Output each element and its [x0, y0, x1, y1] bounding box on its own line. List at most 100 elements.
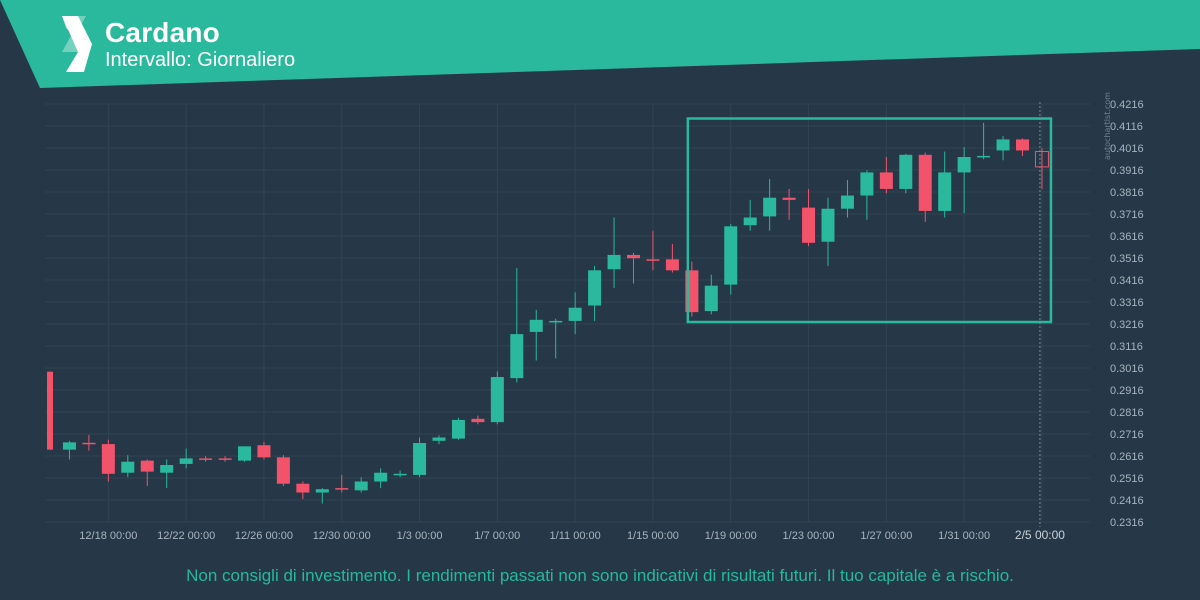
x-tick-label: 1/31 00:00 [938, 530, 990, 542]
candle [101, 439, 115, 482]
candle [1016, 138, 1029, 156]
candle-body [977, 155, 991, 158]
candle [121, 455, 135, 478]
candle-body [82, 442, 96, 445]
candle-body [121, 461, 135, 473]
candle-body [374, 472, 388, 482]
y-tick-label: 0.2316 [1110, 517, 1144, 529]
candle-body [588, 270, 602, 306]
candle [821, 197, 835, 266]
x-tick-label: 1/7 00:00 [474, 530, 520, 542]
y-tick-label: 0.4116 [1110, 121, 1143, 133]
candles [47, 122, 1049, 504]
candle [490, 371, 504, 425]
candle-body [938, 172, 952, 211]
candle [238, 446, 251, 462]
candle-body [996, 139, 1010, 151]
header-banner-shape [0, 0, 1200, 88]
x-tick-label: 2/5 00:00 [1015, 528, 1065, 542]
candle-body [1016, 139, 1029, 151]
candle-body [451, 419, 465, 439]
candle [471, 415, 485, 425]
x-tick-label: 1/3 00:00 [397, 530, 443, 542]
x-tick-label: 1/11 00:00 [550, 530, 601, 542]
candle-body [432, 437, 446, 441]
chart-title: Cardano [105, 17, 220, 48]
chart-subtitle: Intervallo: Giornaliero [105, 49, 296, 71]
candle [140, 459, 154, 486]
candle [957, 147, 971, 214]
x-tick-label: 1/23 00:00 [783, 530, 835, 542]
candle [296, 481, 310, 500]
y-tick-label: 0.2416 [1110, 495, 1144, 507]
candle [451, 417, 465, 440]
candle [899, 153, 913, 194]
candle [646, 230, 660, 271]
candle-body [276, 457, 290, 484]
candle-body [296, 483, 310, 493]
candle [879, 157, 893, 194]
candle [802, 188, 816, 247]
candle [549, 318, 563, 359]
candle [47, 371, 53, 450]
candle-body [860, 172, 874, 196]
candle-body [218, 458, 232, 460]
y-tick-label: 0.3716 [1110, 209, 1144, 221]
candle [568, 292, 582, 335]
y-tick-label: 0.2916 [1110, 385, 1144, 397]
x-tick-label: 1/27 00:00 [860, 530, 912, 542]
candle [627, 252, 640, 284]
candle-body [199, 458, 213, 460]
candle [763, 179, 777, 231]
candle [977, 122, 991, 160]
y-tick-label: 0.3316 [1110, 297, 1144, 309]
candle-body [179, 458, 193, 464]
candle-body [918, 154, 932, 211]
candle-body [471, 418, 485, 423]
candle-body [646, 259, 660, 261]
candle [257, 441, 271, 460]
y-tick-label: 0.2716 [1110, 429, 1144, 441]
candle [607, 217, 621, 288]
y-tick-label: 0.3216 [1110, 319, 1144, 331]
disclaimer-text: Non consigli di investimento. I rendimen… [186, 566, 1014, 585]
candle-body [665, 259, 679, 271]
candle [199, 456, 213, 462]
candle-body [160, 465, 174, 473]
candle-body [743, 217, 757, 226]
candle [393, 470, 407, 478]
candle-body [549, 320, 563, 323]
candle [588, 265, 602, 321]
x-tick-label: 12/30 00:00 [313, 530, 371, 542]
y-axis: 0.2316 0.2416 0.2516 0.2616 0.2716 0.2816 0.29… [1110, 99, 1144, 529]
x-tick-label: 12/18 00:00 [79, 530, 137, 542]
pattern-box [686, 117, 1053, 324]
candle-body [840, 195, 854, 209]
candle [374, 468, 388, 489]
candle-body [101, 444, 115, 474]
candle [160, 459, 174, 489]
candle-body [315, 489, 329, 493]
candle-body [821, 208, 835, 242]
candle [62, 440, 76, 460]
candle-body [957, 157, 971, 173]
candle-body [393, 473, 407, 476]
candle [432, 435, 446, 445]
x-axis: 12/18 00:00 12/22 00:00 12/26 00:00 12/30 0… [79, 528, 1065, 542]
x-tick-label: 12/26 00:00 [235, 530, 293, 542]
candle [743, 199, 757, 231]
y-tick-label: 0.3516 [1110, 253, 1144, 265]
header-banner [0, 0, 1200, 88]
candle [413, 437, 427, 478]
candle [529, 309, 543, 361]
candle [276, 455, 290, 486]
y-tick-label: 0.3416 [1110, 275, 1144, 287]
y-tick-label: 0.4216 [1110, 99, 1144, 111]
candle-body [802, 207, 816, 243]
candle-body [529, 319, 543, 332]
y-tick-label: 0.3916 [1110, 165, 1144, 177]
candle-body [335, 488, 349, 490]
candle [704, 274, 718, 315]
candle [354, 477, 368, 493]
